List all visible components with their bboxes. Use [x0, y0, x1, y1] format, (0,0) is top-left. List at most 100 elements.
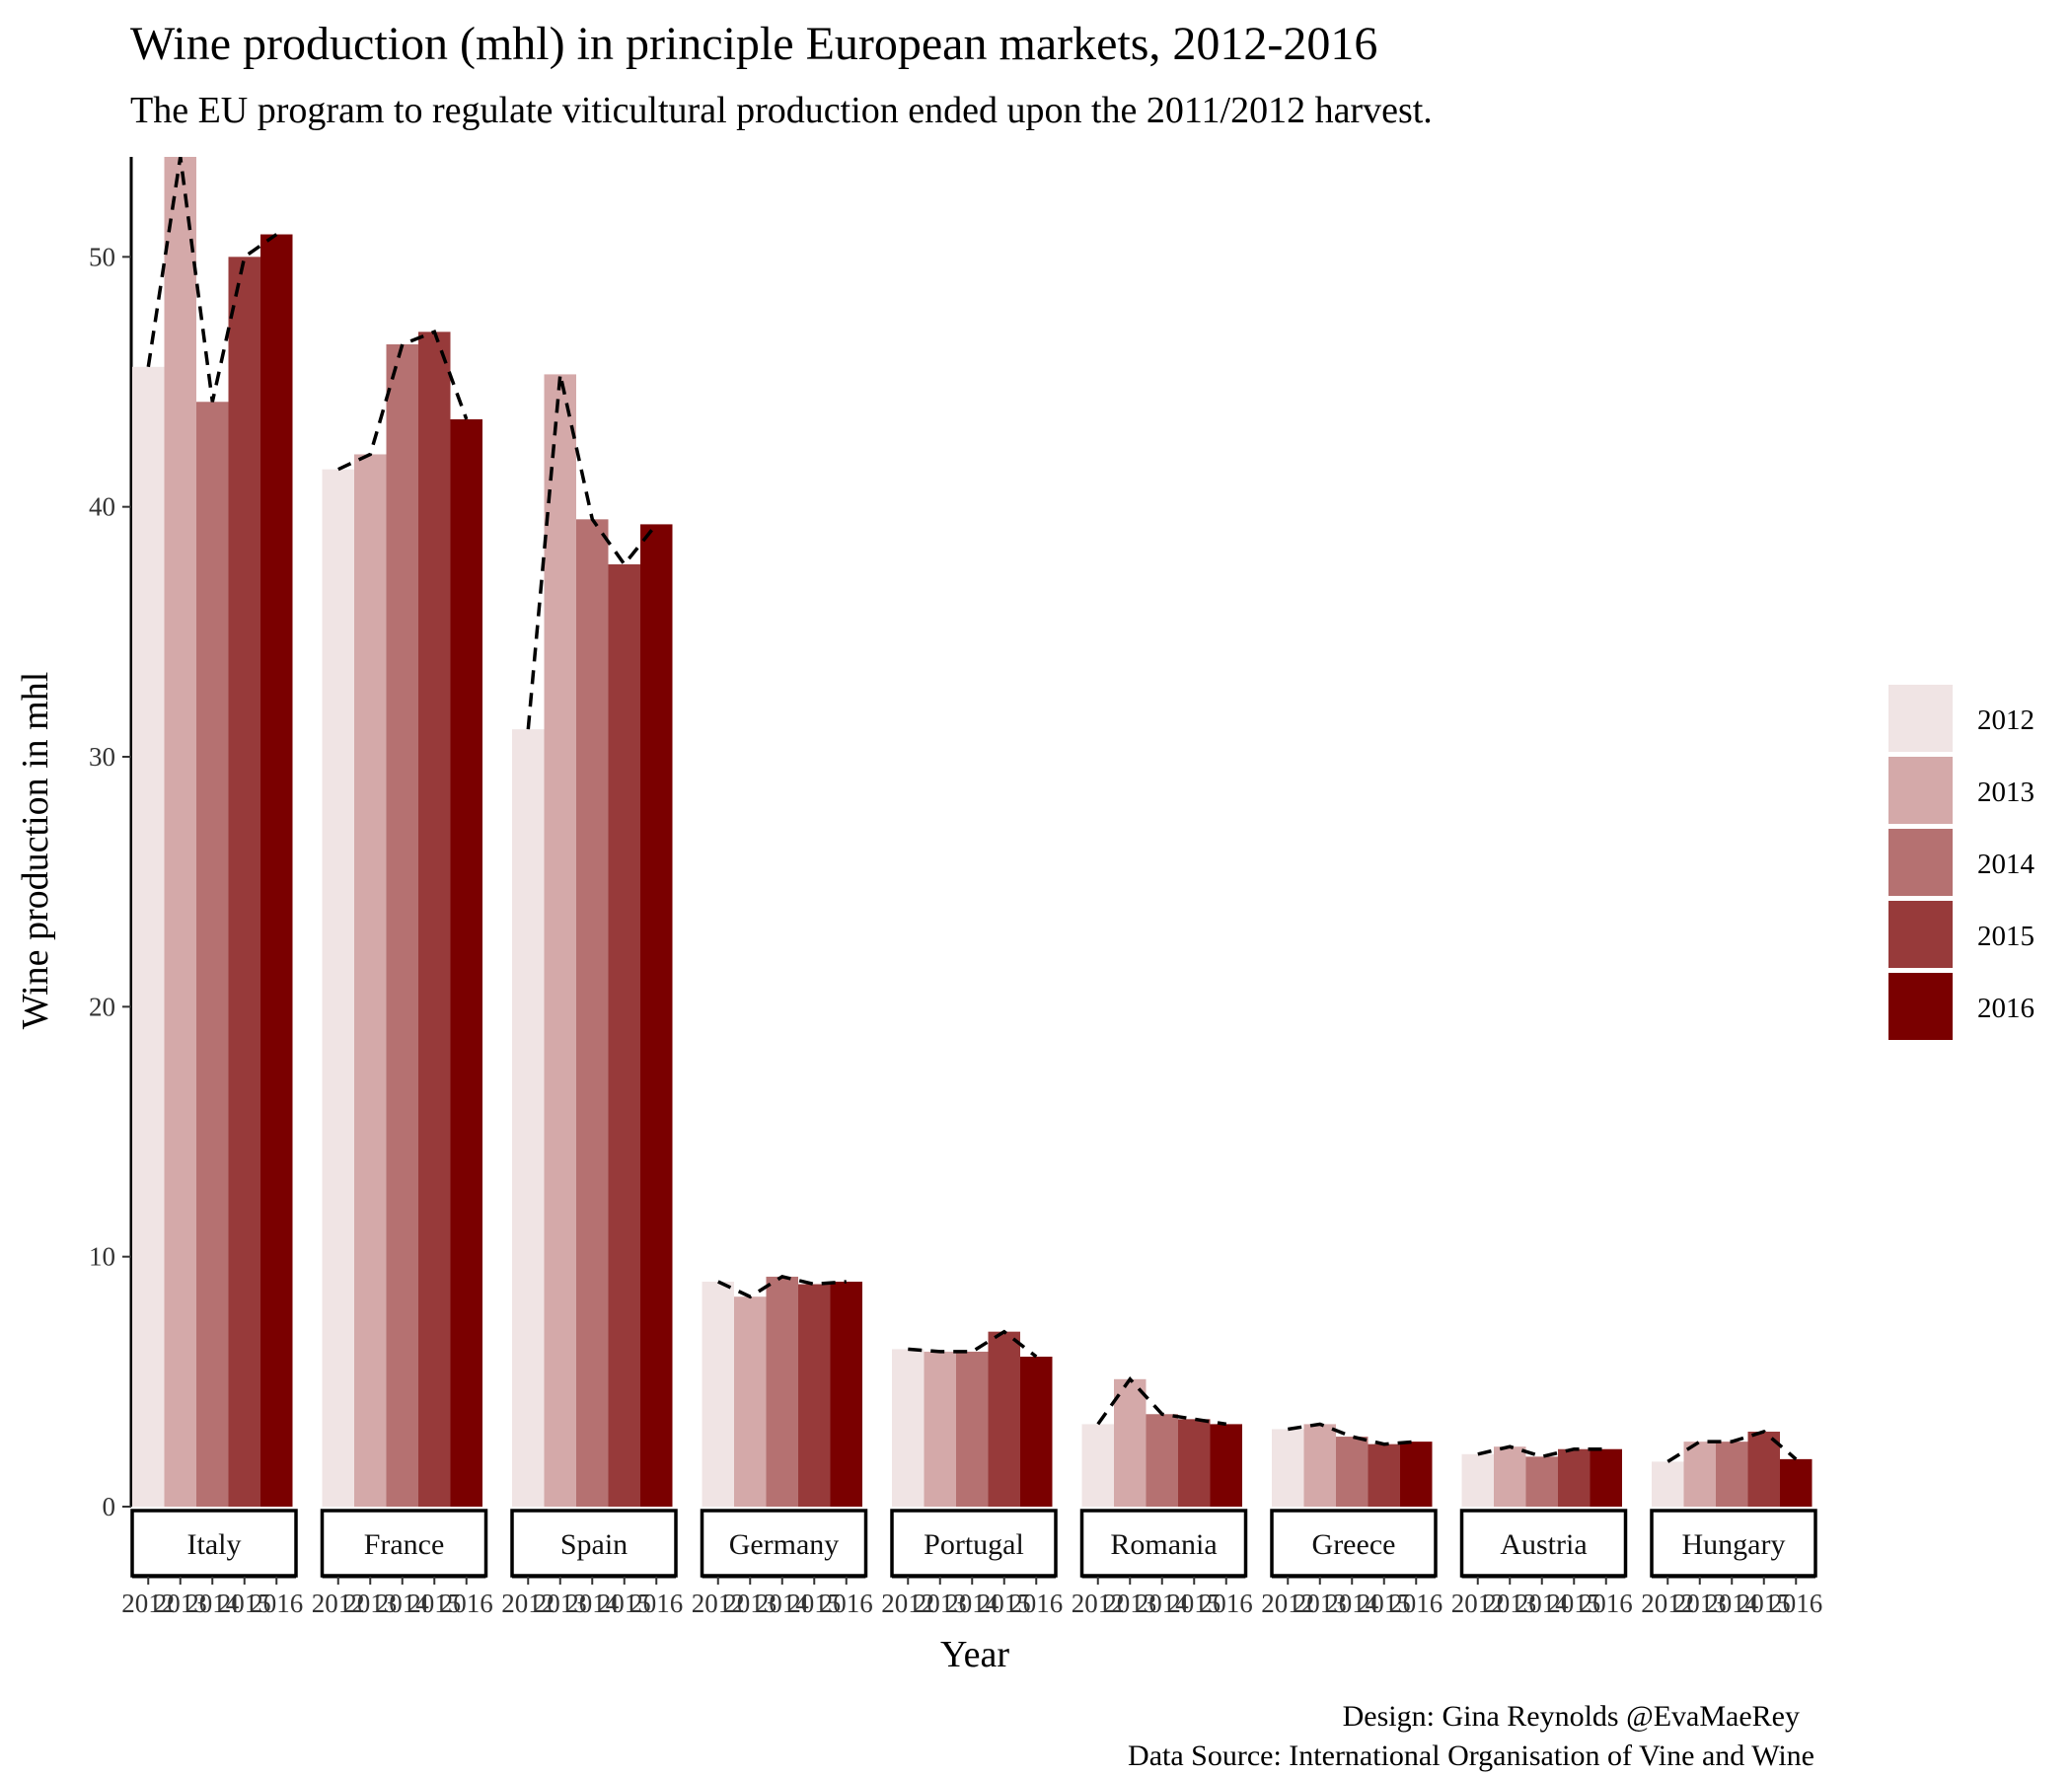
x-tick-label: 2015: [407, 1589, 461, 1618]
bar: [544, 374, 576, 1507]
x-tick-label: 2014: [1516, 1589, 1570, 1618]
bar: [1525, 1456, 1558, 1507]
bar: [1652, 1461, 1684, 1507]
facet-strip-label: Greece: [1312, 1528, 1396, 1561]
caption-source: Data Source: International Organisation …: [1128, 1739, 1814, 1772]
bar: [1780, 1458, 1813, 1507]
bar: [1747, 1432, 1780, 1507]
x-tick-label: 2016: [1200, 1589, 1253, 1618]
facet-strip: Romania: [1079, 1509, 1248, 1578]
bar: [924, 1351, 956, 1507]
bar: [702, 1282, 734, 1507]
bar: [798, 1284, 831, 1507]
chart-subtitle: The EU program to regulate viticultural …: [130, 90, 1433, 131]
y-tick-label: 20: [89, 992, 115, 1021]
x-tick-label: 2015: [1547, 1589, 1600, 1618]
y-tick-label: 40: [89, 492, 115, 522]
trend-line: [337, 330, 469, 472]
bar: [1336, 1437, 1369, 1507]
bar: [1272, 1429, 1304, 1507]
trend-line: [146, 157, 278, 403]
bar: [386, 344, 418, 1507]
legend-item: 2015: [1888, 901, 2035, 968]
x-tick-label: 2015: [1358, 1589, 1411, 1618]
bar: [1558, 1448, 1591, 1507]
bar: [1683, 1442, 1716, 1507]
x-tick-label: 2012: [1451, 1589, 1505, 1618]
x-tick-label: 2016: [1009, 1589, 1063, 1618]
facet-strip: Greece: [1270, 1509, 1438, 1578]
x-tick-label: 2015: [218, 1589, 271, 1618]
x-tick-label: 2015: [1738, 1589, 1791, 1618]
x-tick-label: 2013: [1673, 1589, 1727, 1618]
x-tick-label: 2014: [756, 1589, 810, 1618]
x-tick-label: 2015: [1167, 1589, 1221, 1618]
facet-strip-label: Italy: [187, 1528, 242, 1561]
facet-strip-label: Spain: [560, 1528, 628, 1561]
x-tick-label: 2012: [1072, 1589, 1125, 1618]
x-tick-label: 2014: [945, 1589, 999, 1618]
y-tick-label: 0: [103, 1492, 116, 1521]
bar: [1146, 1414, 1178, 1507]
x-tick-label: 2012: [312, 1589, 365, 1618]
legend-label: 2016: [1977, 993, 2035, 1024]
x-tick-label: 2013: [914, 1589, 967, 1618]
bar: [164, 157, 196, 1507]
legend-swatch: [1888, 829, 1953, 896]
panel-greece: [1272, 1422, 1433, 1507]
bar: [766, 1276, 798, 1507]
bar: [132, 366, 165, 1507]
legend-label: 2013: [1977, 777, 2035, 808]
x-tick-label: 2012: [1261, 1589, 1314, 1618]
bar: [1494, 1446, 1526, 1507]
x-tick-label: 2016: [1769, 1589, 1822, 1618]
x-tick-label: 2014: [565, 1589, 620, 1618]
bar: [322, 469, 354, 1508]
x-tick-label: 2013: [1103, 1589, 1156, 1618]
legend-swatch: [1888, 757, 1953, 824]
x-tick-label: 2014: [1325, 1589, 1379, 1618]
panel-hungary: [1652, 1430, 1813, 1507]
facet-strip-label: Austria: [1500, 1528, 1587, 1561]
panel-spain: [512, 374, 673, 1507]
x-tick-label: 2012: [881, 1589, 934, 1618]
bar: [1400, 1442, 1433, 1507]
x-tick-label: 2012: [692, 1589, 745, 1618]
legend-label: 2015: [1977, 921, 2035, 952]
bar: [1303, 1424, 1336, 1507]
x-tick-label: 2014: [1705, 1589, 1759, 1618]
bar: [450, 419, 482, 1507]
panel-germany: [702, 1275, 862, 1507]
facet-strip: Austria: [1459, 1509, 1628, 1578]
bar: [1716, 1442, 1748, 1507]
panel-austria: [1461, 1444, 1622, 1507]
facet-strip: Hungary: [1650, 1509, 1817, 1578]
bar: [892, 1349, 925, 1507]
x-tick-label: 2015: [978, 1589, 1031, 1618]
bar: [1210, 1424, 1242, 1507]
bar: [354, 454, 387, 1507]
facet-strip: Portugal: [890, 1509, 1058, 1578]
bar: [956, 1351, 989, 1507]
bar: [640, 524, 673, 1507]
x-tick-label: 2013: [534, 1589, 587, 1618]
x-tick-label: 2014: [185, 1589, 240, 1618]
facet-strip-label: Romania: [1110, 1528, 1217, 1561]
bar: [196, 402, 229, 1508]
plot-area: 01020304050Italy20122013201420152016Fran…: [89, 157, 1822, 1618]
x-tick-label: 2012: [1641, 1589, 1694, 1618]
facet-strip-label: Germany: [729, 1528, 840, 1561]
trend-line: [908, 1329, 1038, 1359]
facet-strip-label: Portugal: [924, 1528, 1024, 1561]
y-axis-title: Wine production in mhl: [15, 672, 56, 1030]
y-tick-label: 50: [89, 242, 115, 271]
bar: [1590, 1448, 1622, 1507]
panel-portugal: [892, 1329, 1053, 1507]
legend-item: 2016: [1888, 973, 2035, 1040]
x-tick-label: 2016: [1580, 1589, 1633, 1618]
x-tick-label: 2012: [121, 1589, 175, 1618]
trend-line: [1666, 1430, 1798, 1463]
bar: [1020, 1357, 1053, 1507]
bar: [1114, 1378, 1147, 1507]
panel-italy: [132, 157, 293, 1508]
